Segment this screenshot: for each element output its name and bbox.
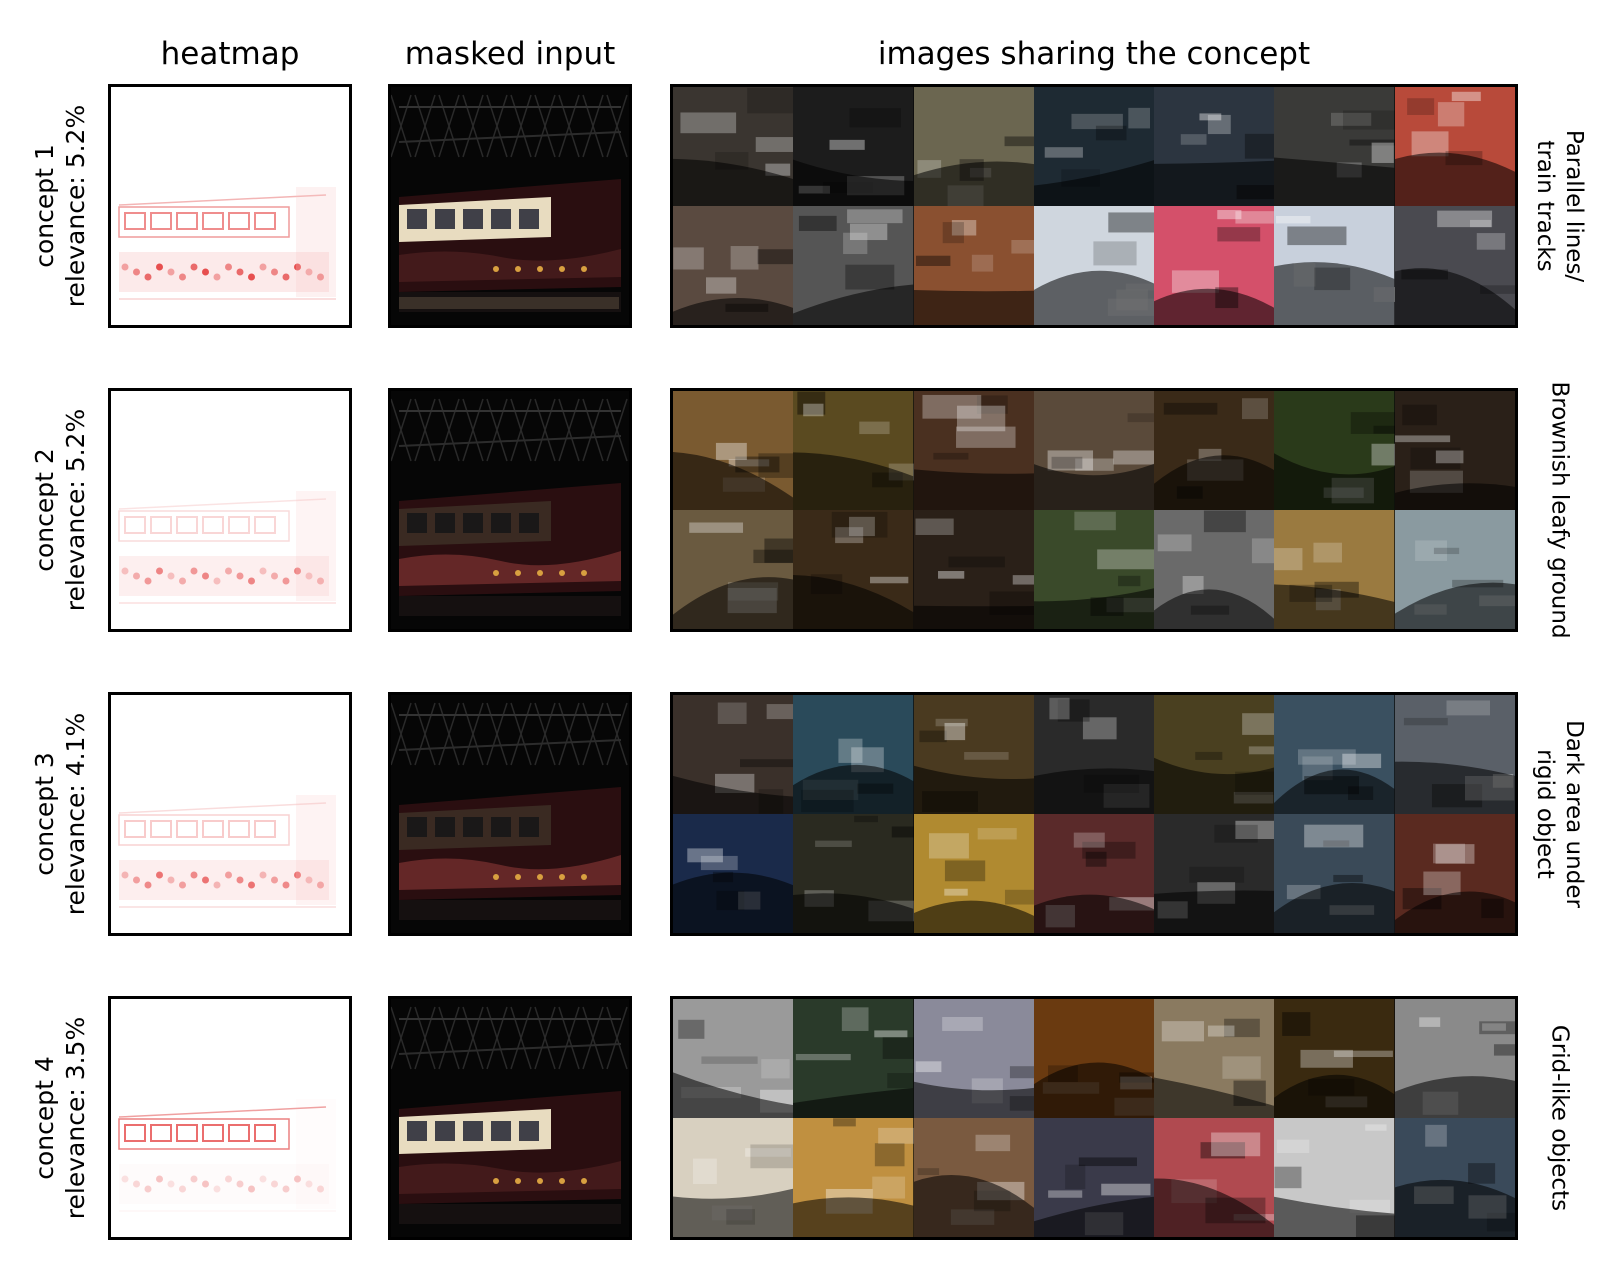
concept-image-tile	[793, 814, 914, 933]
concept-label: concept 1 relevance: 5.2%	[20, 84, 100, 328]
concept-row: concept 4 relevance: 3.5% Grid-like object…	[0, 996, 1600, 1240]
concept-image-tile	[1154, 206, 1275, 325]
concept-image-tile	[1154, 391, 1275, 510]
concept-image-tile	[1033, 814, 1155, 933]
masked-input-panel	[388, 996, 632, 1240]
concept-image-tile	[673, 695, 794, 814]
header-heatmap: heatmap	[160, 36, 300, 72]
concept-image-tile	[913, 510, 1034, 629]
heatmap-panel	[108, 84, 352, 328]
concept-image-tile	[673, 814, 794, 933]
concept-row: concept 2 relevance: 5.2% Brownish leafy g…	[0, 381, 1600, 638]
concept-image-tile	[1274, 999, 1395, 1118]
concept-label: concept 4 relevance: 3.5%	[20, 996, 100, 1240]
concept-image-tile	[1154, 87, 1275, 206]
concept-description: Grid-like objects	[1524, 996, 1594, 1240]
concept-image-tile	[793, 695, 914, 814]
concept-image-tile	[1154, 1118, 1275, 1237]
concept-row: concept 1 relevance: 5.2% Parallel lines/t…	[0, 84, 1600, 328]
concept-label: concept 3 relevance: 4.1%	[20, 692, 100, 936]
concept-image-tile	[913, 695, 1034, 814]
concept-image-tile	[673, 206, 794, 325]
concept-relevance: relevance: 4.1%	[61, 712, 90, 916]
concept-image-tile	[1033, 695, 1155, 814]
concept-image-tile	[1154, 814, 1275, 933]
concept-image-tile	[1274, 510, 1395, 629]
concept-image-tile	[1154, 510, 1275, 629]
concept-image-tile	[673, 1118, 794, 1237]
concept-image-tile	[913, 391, 1034, 510]
concept-image-grid	[670, 692, 1518, 936]
concept-image-tile	[1033, 510, 1155, 629]
heatmap-panel	[108, 692, 352, 936]
concept-image-tile	[913, 206, 1034, 325]
concept-image-tile	[673, 999, 794, 1118]
concept-image-grid	[670, 996, 1518, 1240]
heatmap-panel	[108, 996, 352, 1240]
concept-image-tile	[1154, 999, 1275, 1118]
concept-description: Dark area under rigid object	[1524, 692, 1594, 936]
concept-description-line: rigid object	[1532, 749, 1558, 879]
concept-image-tile	[1274, 206, 1395, 325]
concept-description-line: Parallel lines/	[1561, 129, 1587, 283]
heatmap-panel	[108, 388, 352, 632]
concept-description-line: Dark area under	[1561, 720, 1587, 908]
concept-image-tile	[1394, 87, 1515, 206]
concept-image-tile	[1033, 87, 1155, 206]
concept-image-tile	[1274, 814, 1395, 933]
concept-relevance: relevance: 5.2%	[61, 408, 90, 612]
concept-image-tile	[1274, 391, 1395, 510]
concept-image-tile	[1033, 1118, 1155, 1237]
concept-relevance: relevance: 5.2%	[61, 104, 90, 308]
concept-image-tile	[1394, 1118, 1515, 1237]
concept-image-tile	[793, 1118, 914, 1237]
concept-image-tile	[1394, 391, 1515, 510]
concept-image-tile	[1274, 695, 1395, 814]
concept-description: Parallel lines/train tracks	[1524, 84, 1594, 328]
concept-image-tile	[793, 87, 914, 206]
concept-image-tile	[793, 391, 914, 510]
header-images-sharing: images sharing the concept	[877, 36, 1311, 72]
concept-row: concept 3 relevance: 4.1% Dark area under r…	[0, 692, 1600, 936]
concept-image-tile	[1274, 87, 1395, 206]
concept-name: concept 1	[30, 144, 59, 268]
concept-image-tile	[1154, 695, 1275, 814]
concept-image-tile	[1394, 510, 1515, 629]
concept-image-tile	[673, 391, 794, 510]
concept-image-tile	[913, 999, 1034, 1118]
concept-image-tile	[673, 510, 794, 629]
concept-name: concept 4	[30, 1056, 59, 1180]
concept-image-tile	[793, 206, 914, 325]
concept-name: concept 3	[30, 752, 59, 876]
concept-image-tile	[793, 999, 914, 1118]
concept-image-tile	[1033, 999, 1155, 1118]
concept-image-tile	[1394, 999, 1515, 1118]
masked-input-panel	[388, 84, 632, 328]
concept-image-tile	[913, 814, 1034, 933]
concept-image-tile	[1394, 695, 1515, 814]
concept-relevance: relevance: 3.5%	[61, 1016, 90, 1220]
concept-description-line: train tracks	[1532, 140, 1558, 272]
concept-image-tile	[1394, 206, 1515, 325]
concept-image-tile	[913, 1118, 1034, 1237]
concept-image-grid	[670, 388, 1518, 632]
header-masked-input: masked input	[404, 36, 616, 72]
concept-image-tile	[1274, 1118, 1395, 1237]
concept-image-grid	[670, 84, 1518, 328]
masked-input-panel	[388, 388, 632, 632]
concept-image-tile	[793, 510, 914, 629]
concept-description-line: Brownish leafy ground	[1546, 381, 1573, 639]
concept-image-tile	[673, 87, 794, 206]
concept-image-tile	[1033, 206, 1155, 325]
concept-image-tile	[913, 87, 1034, 206]
concept-name: concept 2	[30, 448, 59, 572]
concept-image-tile	[1033, 391, 1155, 510]
concept-label: concept 2 relevance: 5.2%	[20, 388, 100, 632]
concept-image-tile	[1394, 814, 1515, 933]
concept-description-line: Grid-like objects	[1546, 1024, 1573, 1212]
masked-input-panel	[388, 692, 632, 936]
concept-description: Brownish leafy ground	[1524, 381, 1594, 638]
